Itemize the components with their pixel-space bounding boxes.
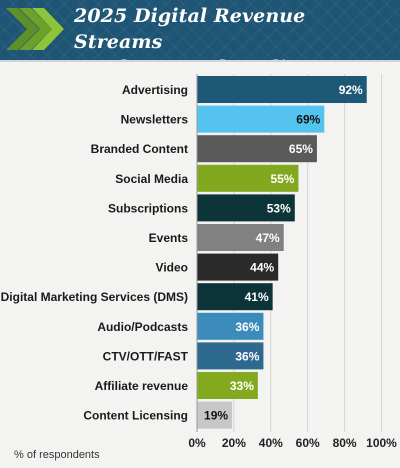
category-label: Video xyxy=(156,261,188,275)
data-label: 65% xyxy=(289,142,313,156)
bar xyxy=(197,342,264,370)
data-label: 53% xyxy=(267,201,291,215)
x-tick-label: 100% xyxy=(366,436,397,450)
bar-chart: 0% 20% 40% 60% 80% 100% Advertising 92% Newslett… xyxy=(1,74,397,450)
bar xyxy=(197,194,295,222)
category-label: Digital Marketing Services (DMS) xyxy=(1,290,188,304)
data-label: 92% xyxy=(339,83,363,97)
x-axis-note: % of respondents xyxy=(14,449,100,461)
category-label: Content Licensing xyxy=(83,409,188,423)
bar xyxy=(197,224,284,251)
bar xyxy=(197,372,258,399)
bar xyxy=(197,135,317,163)
x-tick-label: 20% xyxy=(222,436,246,450)
data-label: 41% xyxy=(245,290,269,304)
x-tick-label: 80% xyxy=(333,436,357,450)
bar xyxy=(197,401,233,429)
category-label: Subscriptions xyxy=(108,201,188,215)
category-label: Branded Content xyxy=(91,142,188,156)
data-label: 19% xyxy=(204,409,228,423)
data-label: 47% xyxy=(256,231,280,245)
bar xyxy=(197,76,367,103)
category-label: Newsletters xyxy=(121,113,189,127)
data-label: 44% xyxy=(250,261,274,275)
chevron-logo-icon xyxy=(6,8,64,50)
bar xyxy=(197,283,273,311)
header-divider xyxy=(0,60,400,62)
bar xyxy=(197,253,279,281)
bar xyxy=(197,312,264,340)
data-label: 36% xyxy=(235,349,259,363)
x-tick-label: 0% xyxy=(188,436,206,450)
bar xyxy=(197,164,299,192)
x-tick-label: 60% xyxy=(296,436,320,450)
category-label: CTV/OTT/FAST xyxy=(103,349,189,363)
category-label: Advertising xyxy=(122,83,188,97)
chart-header: 2025 Digital Revenue Streams Used By Loc… xyxy=(0,0,400,60)
x-tick-label: 40% xyxy=(259,436,283,450)
data-label: 69% xyxy=(296,113,320,127)
category-label: Social Media xyxy=(115,172,188,186)
data-label: 33% xyxy=(230,379,254,393)
data-label: 55% xyxy=(270,172,294,186)
chart-title: 2025 Digital Revenue Streams Used By Loc… xyxy=(74,5,306,60)
bar xyxy=(197,105,325,133)
category-label: Audio/Podcasts xyxy=(97,320,188,334)
category-label: Affiliate revenue xyxy=(95,379,189,393)
header-pattern xyxy=(0,0,400,60)
data-label: 36% xyxy=(235,320,259,334)
category-label: Events xyxy=(149,231,189,245)
